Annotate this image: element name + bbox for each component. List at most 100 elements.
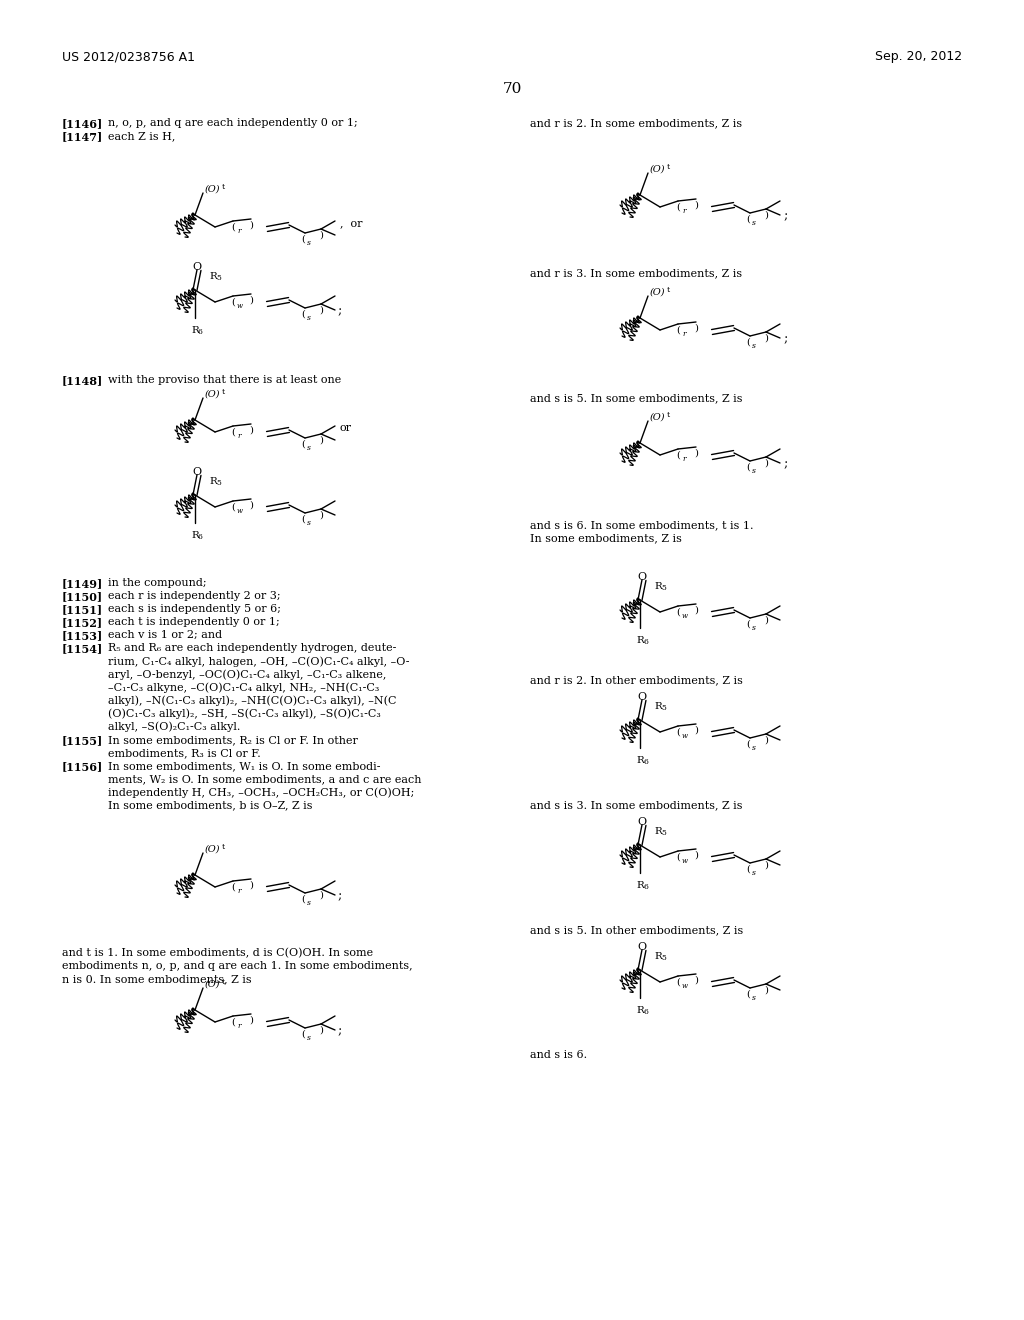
- Text: in the compound;: in the compound;: [108, 578, 207, 587]
- Text: and r is 3. In some embodiments, Z is: and r is 3. In some embodiments, Z is: [530, 268, 742, 279]
- Text: r: r: [682, 455, 686, 463]
- Text: (: (: [231, 223, 234, 232]
- Text: ;: ;: [783, 209, 787, 222]
- Text: ): ): [694, 975, 698, 985]
- Text: ): ): [319, 1026, 323, 1035]
- Text: each r is independently 2 or 3;: each r is independently 2 or 3;: [108, 591, 281, 601]
- Text: R: R: [209, 477, 217, 486]
- Text: In some embodiments, Z is: In some embodiments, Z is: [530, 533, 682, 543]
- Text: w: w: [682, 733, 688, 741]
- Text: ): ): [694, 851, 698, 861]
- Text: and s is 6. In some embodiments, t is 1.: and s is 6. In some embodiments, t is 1.: [530, 520, 754, 531]
- Text: r: r: [682, 207, 686, 215]
- Text: 6: 6: [643, 883, 648, 891]
- Text: w: w: [682, 612, 688, 620]
- Text: alkyl, –S(O)₂C₁-C₃ alkyl.: alkyl, –S(O)₂C₁-C₃ alkyl.: [108, 721, 241, 731]
- Text: R: R: [209, 272, 217, 281]
- Text: (O): (O): [205, 185, 220, 194]
- Text: (: (: [676, 326, 680, 335]
- Text: R: R: [636, 1006, 644, 1015]
- Text: (O): (O): [205, 389, 220, 399]
- Text: r: r: [237, 227, 241, 235]
- Text: [1152]: [1152]: [62, 616, 103, 628]
- Text: (: (: [231, 428, 234, 437]
- Text: (O): (O): [205, 979, 220, 989]
- Text: and s is 5. In some embodiments, Z is: and s is 5. In some embodiments, Z is: [530, 393, 742, 403]
- Text: 5: 5: [662, 704, 666, 711]
- Text: and r is 2. In other embodiments, Z is: and r is 2. In other embodiments, Z is: [530, 675, 742, 685]
- Text: and r is 2. In some embodiments, Z is: and r is 2. In some embodiments, Z is: [530, 117, 742, 128]
- Text: O: O: [637, 942, 646, 952]
- Text: [1146]: [1146]: [62, 117, 103, 129]
- Text: R: R: [636, 880, 644, 890]
- Text: ): ): [249, 296, 253, 305]
- Text: R₅ and R₆ are each independently hydrogen, deute-: R₅ and R₆ are each independently hydroge…: [108, 643, 396, 653]
- Text: In some embodiments, R₂ is Cl or F. In other: In some embodiments, R₂ is Cl or F. In o…: [108, 735, 357, 744]
- Text: ): ): [249, 502, 253, 510]
- Text: alkyl), –N(C₁-C₃ alkyl)₂, –NH(C(O)C₁-C₃ alkyl), –N(C: alkyl), –N(C₁-C₃ alkyl)₂, –NH(C(O)C₁-C₃ …: [108, 696, 396, 706]
- Text: ments, W₂ is O. In some embodiments, a and c are each: ments, W₂ is O. In some embodiments, a a…: [108, 774, 422, 784]
- Text: t: t: [667, 162, 670, 172]
- Text: R: R: [636, 636, 644, 645]
- Text: R: R: [654, 702, 662, 711]
- Text: each s is independently 5 or 6;: each s is independently 5 or 6;: [108, 605, 281, 614]
- Text: ): ): [319, 511, 323, 520]
- Text: r: r: [682, 330, 686, 338]
- Text: ): ): [319, 231, 323, 240]
- Text: each v is 1 or 2; and: each v is 1 or 2; and: [108, 630, 222, 640]
- Text: t: t: [667, 286, 670, 294]
- Text: t: t: [222, 843, 225, 851]
- Text: s: s: [752, 744, 756, 752]
- Text: (: (: [231, 298, 234, 308]
- Text: 5: 5: [662, 583, 666, 591]
- Text: s: s: [752, 219, 756, 227]
- Text: ): ): [764, 211, 768, 220]
- Text: (: (: [301, 895, 305, 904]
- Text: (: (: [676, 451, 680, 459]
- Text: 6: 6: [643, 758, 648, 766]
- Text: O: O: [193, 261, 202, 272]
- Text: ): ): [764, 616, 768, 624]
- Text: (: (: [301, 440, 305, 449]
- Text: w: w: [237, 302, 243, 310]
- Text: 6: 6: [643, 1008, 648, 1016]
- Text: R: R: [654, 952, 662, 961]
- Text: t: t: [222, 183, 225, 191]
- Text: [1150]: [1150]: [62, 591, 103, 602]
- Text: s: s: [307, 314, 311, 322]
- Text: (: (: [676, 729, 680, 737]
- Text: (: (: [301, 1030, 305, 1039]
- Text: r: r: [237, 887, 241, 895]
- Text: R: R: [191, 326, 199, 335]
- Text: 5: 5: [662, 954, 666, 962]
- Text: ): ): [764, 334, 768, 343]
- Text: O: O: [193, 467, 202, 477]
- Text: (: (: [231, 503, 234, 512]
- Text: [1153]: [1153]: [62, 630, 103, 642]
- Text: 5: 5: [662, 829, 666, 837]
- Text: [1156]: [1156]: [62, 762, 103, 772]
- Text: (O)C₁-C₃ alkyl)₂, –SH, –S(C₁-C₃ alkyl), –S(O)C₁-C₃: (O)C₁-C₃ alkyl)₂, –SH, –S(C₁-C₃ alkyl), …: [108, 708, 381, 718]
- Text: ): ): [249, 220, 253, 230]
- Text: (: (: [746, 990, 750, 999]
- Text: s: s: [752, 467, 756, 475]
- Text: aryl, –O-benzyl, –OC(O)C₁-C₄ alkyl, –C₁-C₃ alkene,: aryl, –O-benzyl, –OC(O)C₁-C₄ alkyl, –C₁-…: [108, 669, 386, 680]
- Text: ): ): [694, 323, 698, 333]
- Text: s: s: [752, 342, 756, 350]
- Text: n is 0. In some embodiments, Z is: n is 0. In some embodiments, Z is: [62, 974, 252, 983]
- Text: 6: 6: [198, 327, 203, 337]
- Text: t: t: [222, 978, 225, 986]
- Text: ): ): [319, 436, 323, 445]
- Text: r: r: [237, 1022, 241, 1030]
- Text: independently H, CH₃, –OCH₃, –OCH₂CH₃, or C(O)OH;: independently H, CH₃, –OCH₃, –OCH₂CH₃, o…: [108, 787, 415, 797]
- Text: (: (: [301, 310, 305, 319]
- Text: (: (: [301, 235, 305, 244]
- Text: ): ): [764, 459, 768, 469]
- Text: s: s: [752, 994, 756, 1002]
- Text: w: w: [682, 857, 688, 865]
- Text: [1147]: [1147]: [62, 131, 103, 143]
- Text: [1155]: [1155]: [62, 735, 103, 746]
- Text: 5: 5: [216, 275, 221, 282]
- Text: O: O: [637, 692, 646, 702]
- Text: ;: ;: [338, 888, 342, 902]
